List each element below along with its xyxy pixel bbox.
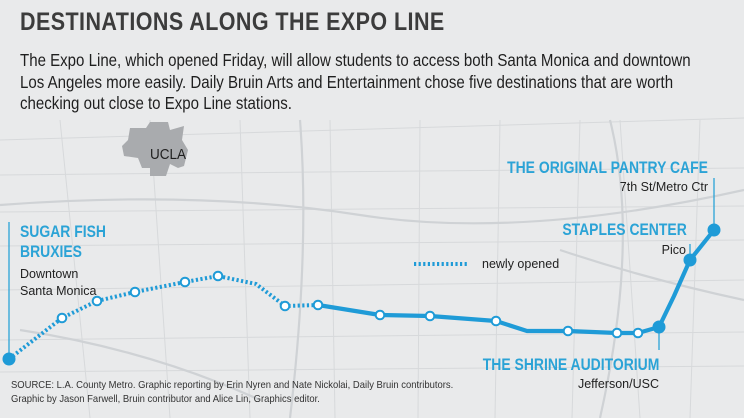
station-marker [490, 315, 502, 327]
destination-sugar-fish: SUGAR FISH [20, 222, 106, 241]
station-marker [129, 286, 141, 298]
destination-staples-center: STAPLES CENTER [562, 220, 687, 239]
station-marker [179, 276, 191, 288]
destination-original-pantry-cafe: THE ORIGINAL PANTRY CAFE [507, 158, 708, 177]
station-marker [312, 299, 324, 311]
freeways [0, 119, 744, 418]
ucla-label: UCLA [150, 146, 187, 163]
source-line: SOURCE: L.A. County Metro. Graphic repor… [11, 379, 454, 391]
street-grid [0, 117, 744, 418]
ucla-campus-shape [122, 122, 188, 176]
station-marker [611, 327, 623, 339]
station-label-7th-st-metro-ctr: 7th St/Metro Ctr [619, 180, 708, 194]
expo-line-existing-segment [317, 228, 716, 336]
destination-bruxies: BRUXIES [20, 242, 82, 261]
destination-shrine-auditorium: THE SHRINE AUDITORIUM [482, 355, 659, 374]
station-7th-st-metro-ctr [707, 223, 721, 237]
legend-label: newly opened [482, 257, 560, 271]
station-marker [424, 310, 436, 322]
station-marker [374, 309, 386, 321]
station-marker [279, 300, 291, 312]
stations [2, 223, 721, 366]
callout-lines [8, 178, 715, 358]
station-label-santa-monica: Santa Monica [20, 284, 97, 298]
intro-text: The Expo Line, which opened Friday, will… [20, 50, 691, 113]
station-label-downtown: Downtown [20, 267, 79, 281]
expo-line-new-segment [7, 273, 319, 361]
station-marker [562, 325, 574, 337]
page-title: DESTINATIONS ALONG THE EXPO LINE [20, 8, 445, 36]
station-jefferson-usc [652, 320, 666, 334]
station-label-pico: Pico [661, 243, 686, 257]
station-pico [683, 253, 697, 267]
source-credits: SOURCE: L.A. County Metro. Graphic repor… [11, 378, 515, 406]
station-marker [212, 270, 224, 282]
credits-line: Graphic by Jason Farwell, Bruin contribu… [11, 393, 320, 405]
station-marker [632, 327, 644, 339]
station-marker [91, 295, 103, 307]
station-downtown-santa-monica [2, 352, 16, 366]
station-label-jefferson-usc: Jefferson/USC [577, 377, 659, 391]
station-marker [56, 312, 68, 324]
